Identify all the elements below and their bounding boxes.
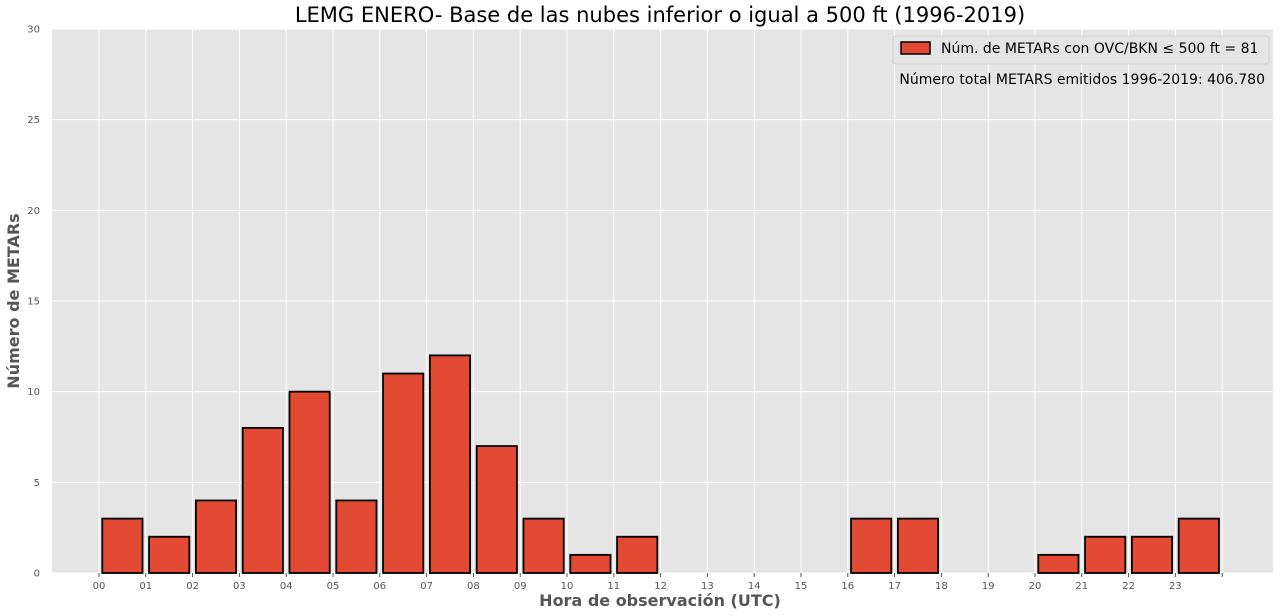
y-tick-label: 25 bbox=[27, 115, 40, 126]
x-tick-label: 09 bbox=[514, 581, 527, 592]
x-tick-label: 16 bbox=[841, 581, 854, 592]
legend-box bbox=[892, 35, 1270, 65]
x-tick-label: 07 bbox=[420, 581, 433, 592]
bar bbox=[475, 445, 518, 574]
x-tick-label: 14 bbox=[748, 581, 761, 592]
bar bbox=[569, 553, 612, 574]
total-metars-annotation: Número total METARS emitidos 1996-2019: … bbox=[899, 72, 1265, 88]
x-tick-label: 10 bbox=[561, 581, 574, 592]
bar bbox=[241, 427, 284, 574]
bar bbox=[148, 535, 191, 574]
x-tick-label: 23 bbox=[1169, 581, 1182, 592]
x-tick-label: 12 bbox=[654, 581, 667, 592]
bar bbox=[1084, 535, 1127, 574]
bar bbox=[1130, 535, 1174, 574]
x-tick-label: 02 bbox=[186, 581, 199, 592]
bar bbox=[288, 390, 331, 574]
x-tick-label: 19 bbox=[982, 581, 995, 592]
x-tick-label: 21 bbox=[1075, 581, 1088, 592]
legend: Núm. de METARs con OVC/BKN ≤ 500 ft = 81 bbox=[892, 35, 1270, 65]
chart-title: LEMG ENERO- Base de las nubes inferior o… bbox=[295, 3, 1025, 27]
bar bbox=[194, 499, 238, 574]
x-ticks: 00 01 02 03 04 05 06 07 08 09 10 11 12 13 14 15 16 17 18 19… bbox=[93, 573, 1223, 592]
y-axis-label: Número de METARs bbox=[4, 213, 23, 388]
legend-swatch bbox=[900, 41, 931, 55]
x-tick-label: 11 bbox=[607, 581, 620, 592]
x-tick-label: 20 bbox=[1029, 581, 1042, 592]
y-ticks: 0 5 10 15 20 25 30 bbox=[27, 25, 40, 580]
x-tick-label: 18 bbox=[935, 581, 948, 592]
bar bbox=[616, 535, 659, 574]
x-tick-label: 03 bbox=[233, 581, 246, 592]
x-tick-label: 05 bbox=[327, 581, 340, 592]
legend-label: Núm. de METARs con OVC/BKN ≤ 500 ft = 81 bbox=[941, 41, 1258, 57]
y-tick-label: 0 bbox=[34, 569, 40, 580]
x-tick-label: 06 bbox=[373, 581, 386, 592]
x-tick-label: 17 bbox=[888, 581, 901, 592]
x-tick-label: 00 bbox=[93, 581, 106, 592]
x-tick-label: 04 bbox=[280, 581, 293, 592]
bar bbox=[522, 517, 565, 574]
x-tick-label: 08 bbox=[467, 581, 480, 592]
x-tick-label: 15 bbox=[795, 581, 808, 592]
bar bbox=[428, 354, 472, 574]
y-tick-label: 30 bbox=[27, 25, 40, 36]
y-tick-label: 10 bbox=[27, 387, 40, 398]
y-tick-label: 15 bbox=[27, 297, 40, 308]
x-tick-label: 01 bbox=[139, 581, 152, 592]
bar bbox=[850, 517, 893, 574]
y-tick-label: 5 bbox=[34, 478, 40, 489]
bar bbox=[382, 372, 425, 574]
bar bbox=[101, 517, 144, 574]
x-axis-label: Hora de observación (UTC) bbox=[539, 591, 781, 610]
x-tick-label: 13 bbox=[701, 581, 714, 592]
y-tick-label: 20 bbox=[27, 206, 40, 217]
bar bbox=[335, 499, 378, 574]
grid bbox=[52, 28, 1273, 574]
bar bbox=[1177, 517, 1220, 574]
bar bbox=[1037, 553, 1080, 574]
x-tick-label: 22 bbox=[1122, 581, 1135, 592]
bars bbox=[101, 354, 1220, 574]
bar bbox=[896, 517, 940, 574]
